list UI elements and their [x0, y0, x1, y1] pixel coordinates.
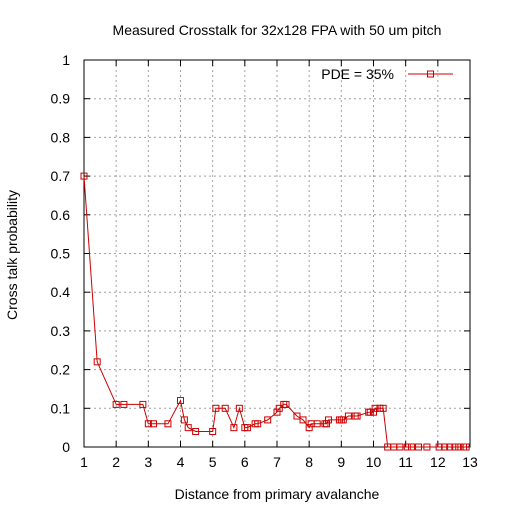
data-point: [403, 443, 411, 451]
data-point: [264, 416, 272, 424]
data-point: [462, 443, 470, 451]
x-tick-label: 13: [462, 454, 478, 470]
data-point: [139, 400, 147, 408]
data-point: [293, 412, 301, 420]
data-point: [243, 424, 251, 432]
data-point: [164, 420, 172, 428]
data-point: [396, 443, 404, 451]
data-point: [299, 416, 307, 424]
x-axis: 1 2 3 4 5 6 7 8 9 10 11 12 13: [80, 60, 478, 470]
data-point: [370, 408, 377, 416]
data-point: [407, 443, 415, 451]
data-point: [221, 404, 229, 412]
y-axis-label: Cross talk probability: [4, 190, 20, 320]
x-tick-label: 8: [305, 454, 313, 470]
data-point: [371, 404, 379, 412]
y-tick-label: 0.7: [51, 168, 71, 184]
x-tick-label: 5: [209, 454, 217, 470]
data-point: [230, 424, 238, 432]
y-tick-label: 0.6: [51, 207, 71, 223]
data-point: [455, 443, 463, 451]
x-tick-label: 11: [398, 454, 413, 470]
y-tick-label: 0.8: [51, 129, 71, 145]
data-point: [120, 400, 128, 408]
data-point: [415, 443, 423, 451]
y-axis: 0 0.1 0.2 0.3 0.4 0.5 0.6 0.7 0.8 0.9 1: [51, 52, 470, 455]
data-point: [435, 443, 443, 451]
y-tick-label: 0.4: [51, 284, 71, 300]
data-point: [144, 420, 152, 428]
x-tick-label: 10: [366, 454, 382, 470]
data-point: [80, 172, 88, 180]
data-point: [451, 443, 459, 451]
data-point: [180, 416, 188, 424]
legend-marker: [427, 70, 434, 78]
data-point: [209, 428, 217, 436]
data-point: [212, 404, 220, 412]
data-point: [353, 412, 361, 420]
y-tick-label: 1: [62, 52, 70, 68]
data-point: [275, 404, 283, 412]
data-point: [273, 408, 281, 416]
y-tick-label: 0.9: [51, 91, 71, 107]
legend-label: PDE = 35%: [321, 66, 394, 82]
grid: [84, 60, 470, 447]
data-point: [446, 443, 454, 451]
x-tick-label: 4: [177, 454, 185, 470]
data-point: [313, 420, 321, 428]
data-point: [184, 424, 192, 432]
x-axis-label: Distance from primary avalanche: [175, 486, 380, 502]
data-point: [112, 400, 120, 408]
x-tick-label: 9: [337, 454, 345, 470]
y-tick-label: 0: [62, 439, 70, 455]
x-tick-label: 7: [273, 454, 281, 470]
x-tick-label: 12: [430, 454, 446, 470]
data-point: [423, 443, 431, 451]
x-tick-label: 2: [112, 454, 120, 470]
data-point: [344, 412, 352, 420]
y-tick-label: 0.1: [51, 400, 71, 416]
data-point: [149, 420, 157, 428]
data-point: [254, 420, 262, 428]
chart-title: Measured Crosstalk for 32x128 FPA with 5…: [113, 22, 442, 38]
x-tick-label: 6: [241, 454, 249, 470]
x-tick-label: 1: [80, 454, 88, 470]
data-point: [441, 443, 449, 451]
data-point: [235, 404, 243, 412]
data-point: [379, 404, 387, 412]
x-tick-label: 3: [144, 454, 152, 470]
y-tick-label: 0.2: [51, 362, 71, 378]
data-series: [80, 172, 470, 451]
y-tick-label: 0.5: [51, 246, 71, 262]
data-point: [282, 400, 290, 408]
data-point: [339, 416, 347, 424]
data-point: [324, 416, 332, 424]
data-point: [323, 420, 331, 428]
data-point: [177, 397, 184, 405]
data-point: [305, 424, 313, 432]
legend: PDE = 35%: [321, 66, 453, 82]
y-tick-label: 0.3: [51, 323, 71, 339]
data-point: [93, 358, 101, 366]
data-point: [192, 428, 200, 436]
